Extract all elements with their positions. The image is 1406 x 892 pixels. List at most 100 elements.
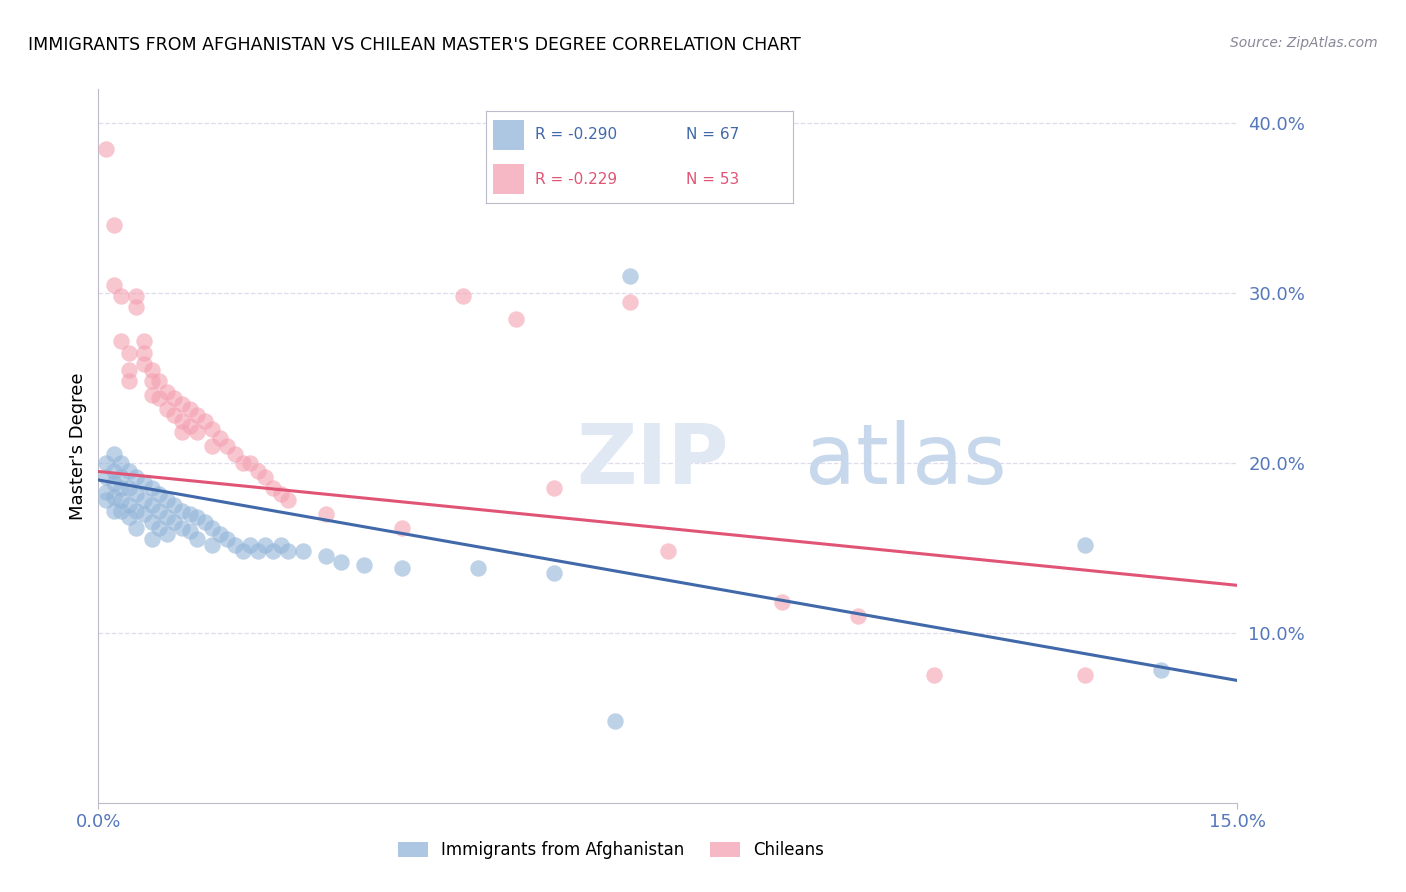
Point: [156, 384, 179, 399]
Point: [110, 469, 132, 483]
Point: [148, 503, 170, 517]
Point: [125, 503, 148, 517]
Point: [201, 537, 224, 551]
Point: [163, 499, 186, 513]
Point: [262, 544, 284, 558]
Point: [94, 142, 117, 156]
Point: [505, 311, 527, 326]
Point: [141, 388, 163, 402]
Point: [770, 595, 793, 609]
Point: [277, 493, 299, 508]
Point: [170, 396, 193, 410]
Point: [208, 527, 231, 541]
Point: [391, 561, 413, 575]
Point: [163, 516, 186, 530]
Point: [246, 465, 269, 479]
Point: [125, 289, 148, 303]
Point: [277, 544, 299, 558]
Point: [186, 425, 208, 440]
Point: [353, 558, 375, 572]
Point: [156, 493, 179, 508]
Point: [201, 439, 224, 453]
Point: [1074, 537, 1097, 551]
Point: [1074, 668, 1097, 682]
Point: [132, 358, 155, 372]
Point: [118, 362, 141, 376]
Point: [132, 493, 155, 508]
Point: [156, 527, 179, 541]
Text: ZIP: ZIP: [576, 420, 730, 500]
Point: [170, 425, 193, 440]
Point: [543, 566, 565, 581]
Point: [148, 520, 170, 534]
Point: [619, 269, 641, 284]
Point: [217, 533, 239, 547]
Point: [103, 218, 125, 232]
Point: [141, 533, 163, 547]
Point: [315, 507, 337, 521]
Point: [118, 482, 141, 496]
Point: [270, 537, 292, 551]
Point: [201, 422, 224, 436]
Point: [217, 439, 239, 453]
Point: [156, 510, 179, 524]
Point: [110, 493, 132, 508]
Point: [125, 300, 148, 314]
Point: [110, 289, 132, 303]
Point: [262, 482, 284, 496]
Point: [118, 375, 141, 389]
Point: [846, 608, 869, 623]
Point: [103, 490, 125, 504]
Point: [163, 392, 186, 406]
Point: [208, 430, 231, 444]
Point: [232, 544, 254, 558]
Point: [451, 289, 474, 303]
Point: [132, 334, 155, 348]
Point: [201, 520, 224, 534]
Point: [141, 482, 163, 496]
Point: [163, 409, 186, 423]
Point: [118, 510, 141, 524]
Text: IMMIGRANTS FROM AFGHANISTAN VS CHILEAN MASTER'S DEGREE CORRELATION CHART: IMMIGRANTS FROM AFGHANISTAN VS CHILEAN M…: [28, 36, 801, 54]
Point: [232, 456, 254, 470]
Text: atlas: atlas: [804, 420, 1007, 500]
Point: [186, 510, 208, 524]
Point: [103, 476, 125, 491]
Point: [179, 418, 201, 433]
Point: [103, 503, 125, 517]
Point: [132, 476, 155, 491]
Point: [132, 507, 155, 521]
Point: [1150, 663, 1173, 677]
Point: [186, 409, 208, 423]
Point: [141, 375, 163, 389]
Point: [141, 499, 163, 513]
Point: [330, 555, 353, 569]
Point: [224, 537, 246, 551]
Point: [315, 549, 337, 564]
Point: [239, 537, 262, 551]
Point: [94, 469, 117, 483]
Point: [194, 516, 217, 530]
Point: [603, 714, 626, 729]
Point: [148, 375, 170, 389]
Point: [254, 537, 277, 551]
Point: [103, 448, 125, 462]
Point: [125, 469, 148, 483]
Point: [254, 469, 277, 483]
Point: [125, 520, 148, 534]
Point: [170, 503, 193, 517]
Point: [619, 294, 641, 309]
Point: [170, 520, 193, 534]
Point: [110, 503, 132, 517]
Point: [156, 401, 179, 416]
Point: [103, 465, 125, 479]
Point: [179, 401, 201, 416]
Point: [132, 345, 155, 359]
Point: [224, 448, 246, 462]
Text: Source: ZipAtlas.com: Source: ZipAtlas.com: [1230, 36, 1378, 50]
Point: [179, 507, 201, 521]
Point: [125, 486, 148, 500]
Point: [246, 544, 269, 558]
Point: [94, 484, 117, 499]
Point: [467, 561, 489, 575]
